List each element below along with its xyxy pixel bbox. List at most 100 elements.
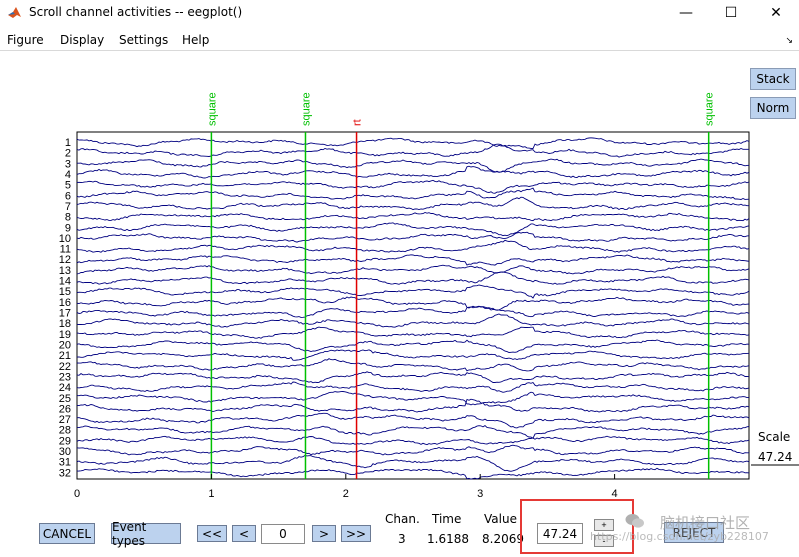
channel-label: 21 — [59, 350, 71, 362]
time-ticks: 0 1 2 3 4 — [74, 464, 799, 500]
eeg-trace-channel-14 — [76, 271, 750, 285]
eeg-trace-channel-25 — [76, 391, 750, 406]
scale-minus-button[interactable]: - — [594, 535, 614, 547]
highlight-box — [520, 499, 634, 554]
channel-label: 27 — [59, 414, 71, 426]
eeg-trace-channel-8 — [76, 212, 750, 222]
eeg-trace-channel-32 — [76, 467, 750, 480]
eeg-trace-channel-30 — [76, 444, 749, 456]
menu-figure[interactable]: Figure — [7, 33, 44, 47]
time-input[interactable]: 0 — [261, 524, 305, 544]
eeg-trace-channel-2 — [76, 143, 749, 158]
menu-bar: Figure Display Settings Help ↘ — [0, 29, 799, 51]
channel-label: 16 — [59, 297, 71, 309]
channel-label: 2 — [65, 148, 71, 160]
channel-label: 6 — [65, 190, 71, 202]
eeg-trace-channel-4 — [76, 165, 750, 179]
norm-button[interactable]: Norm — [750, 97, 796, 119]
matlab-icon — [8, 7, 21, 18]
channel-label: 20 — [59, 339, 71, 351]
watermark-text: 脑机接口社区 — [660, 514, 751, 532]
watermark-url: https://blog.csdn.net/zyb228107 — [590, 530, 769, 543]
channel-label: 28 — [59, 425, 71, 437]
minimize-button[interactable]: — — [679, 4, 693, 21]
event-label-square: square — [206, 92, 218, 126]
eeg-trace-channel-31 — [76, 454, 750, 472]
eeg-trace-channel-29 — [76, 435, 750, 446]
value-header: Value — [484, 512, 517, 526]
event-label-square: square — [300, 92, 312, 126]
reject-button[interactable]: REJECT — [664, 522, 724, 543]
event-label-rt: rt — [352, 119, 364, 126]
eeg-traces — [76, 137, 750, 480]
scale-label: Scale — [758, 430, 791, 444]
channel-label: 12 — [59, 254, 71, 266]
eeg-trace-channel-24 — [76, 381, 750, 393]
next-page-button[interactable]: >> — [341, 525, 371, 542]
eeg-plot[interactable]: square square rt square 1234567891011121314… — [0, 52, 799, 502]
eeg-trace-channel-1 — [76, 137, 750, 149]
eeg-trace-channel-5 — [76, 179, 750, 194]
wechat-icon — [625, 514, 644, 528]
eeg-trace-channel-21 — [76, 349, 750, 361]
channel-label: 30 — [59, 446, 71, 458]
eeg-trace-channel-16 — [76, 296, 750, 311]
channel-label: 8 — [65, 212, 71, 224]
channel-label: 11 — [60, 244, 71, 256]
eeg-trace-channel-3 — [77, 158, 750, 173]
prev-button[interactable]: < — [232, 525, 256, 542]
scale-input[interactable]: 47.24 — [537, 523, 583, 544]
channel-labels: 1234567891011121314151617181920212223242… — [59, 137, 71, 479]
prev-page-button[interactable]: << — [197, 525, 227, 542]
channel-label: 22 — [59, 361, 71, 373]
channel-label: 18 — [59, 318, 71, 330]
maximize-button[interactable]: ☐ — [724, 4, 738, 21]
next-button[interactable]: > — [312, 525, 336, 542]
eeg-trace-channel-22 — [76, 358, 750, 372]
eeg-trace-channel-10 — [76, 231, 750, 243]
x-tick-label: 4 — [612, 488, 618, 500]
channel-label: 10 — [59, 233, 71, 245]
channel-label: 25 — [59, 393, 71, 405]
dock-arrow-icon[interactable]: ↘ — [785, 35, 793, 45]
scale-plus-button[interactable]: + — [594, 519, 614, 531]
channel-label: 9 — [65, 222, 71, 234]
eeg-trace-channel-12 — [76, 254, 750, 266]
channel-label: 23 — [59, 371, 71, 383]
event-types-button[interactable]: Event types — [111, 520, 181, 548]
stack-button[interactable]: Stack — [750, 68, 796, 90]
menu-display[interactable]: Display — [60, 33, 105, 47]
x-tick-label: 0 — [74, 488, 80, 500]
chan-value: 3 — [398, 532, 406, 546]
channel-label: 32 — [59, 467, 71, 479]
eeg-trace-channel-7 — [76, 196, 749, 211]
channel-label: 13 — [59, 265, 71, 277]
eeg-trace-channel-13 — [76, 264, 750, 275]
channel-label: 26 — [59, 403, 71, 415]
cancel-button[interactable]: CANCEL — [39, 523, 95, 544]
plot-axes-box — [76, 131, 750, 480]
channel-label: 14 — [59, 276, 71, 288]
eeg-trace-channel-28 — [76, 425, 750, 439]
channel-label: 7 — [65, 201, 71, 213]
menu-help[interactable]: Help — [182, 33, 210, 47]
window-title: Scroll channel activities -- eegplot() — [29, 5, 243, 19]
eeg-trace-channel-18 — [76, 313, 750, 328]
channel-label: 19 — [59, 329, 71, 341]
eeg-trace-channel-27 — [76, 412, 750, 429]
event-markers: square square rt square — [206, 92, 716, 479]
x-tick-label: 1 — [208, 488, 214, 500]
eeg-trace-channel-26 — [76, 398, 750, 413]
eeg-trace-channel-15 — [76, 284, 750, 299]
eeg-trace-channel-17 — [76, 305, 750, 318]
title-bar: Scroll channel activities -- eegplot() —… — [0, 0, 799, 25]
event-label-square: square — [704, 92, 716, 126]
channel-label: 31 — [59, 457, 71, 469]
close-button[interactable]: ✕ — [770, 4, 782, 21]
scale-value: 47.24 — [758, 450, 793, 464]
channel-label: 24 — [59, 382, 71, 394]
channel-label: 4 — [65, 169, 71, 181]
menu-settings[interactable]: Settings — [119, 33, 169, 47]
eeg-trace-channel-11 — [76, 239, 750, 253]
channel-label: 29 — [59, 435, 71, 447]
